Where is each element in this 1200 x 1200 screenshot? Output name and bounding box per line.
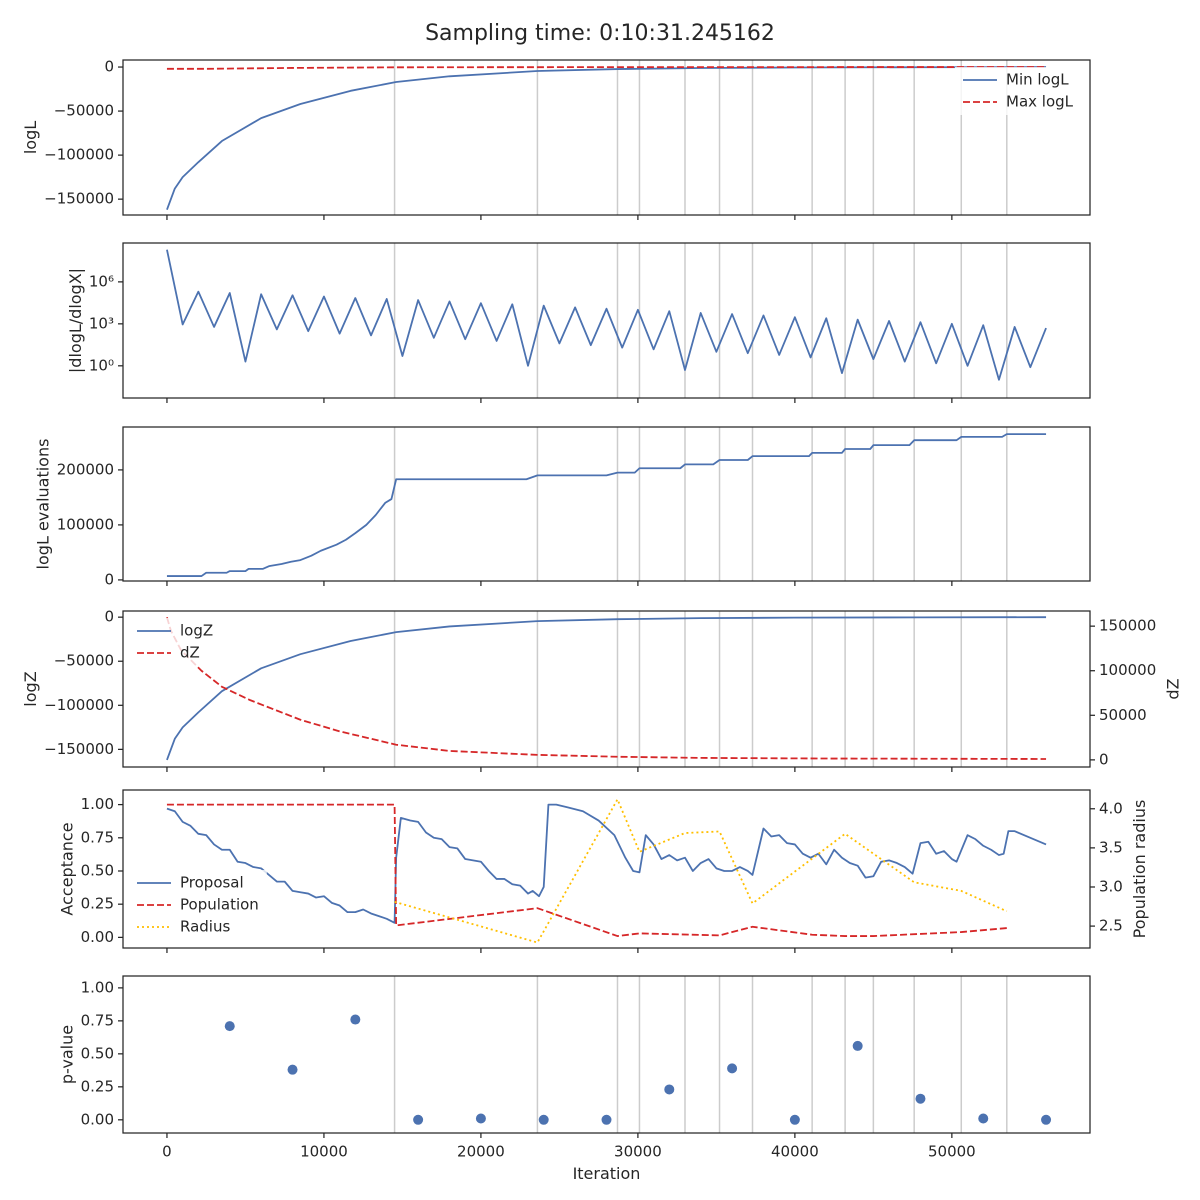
point (727, 1063, 738, 1074)
x-axis-label: Iteration (573, 1164, 641, 1183)
legend-box (955, 67, 1082, 115)
y-tick-label: 0.25 (81, 1077, 114, 1095)
y-tick-label: 0 (104, 608, 114, 626)
point (1041, 1114, 1052, 1125)
y-tick-label: −50000 (54, 652, 114, 670)
y-tick-label: 0 (104, 570, 114, 588)
subplot: 0 −50000 −100000 −150000 logL Min logL Max log… (21, 58, 1091, 220)
y2-tick-label: 150000 (1099, 617, 1156, 635)
axes-frame (122, 789, 1091, 949)
x-tick-label: 0 (162, 1143, 172, 1161)
series-line (166, 66, 1047, 70)
legend: logZ dZ (129, 618, 222, 666)
axes-frame (122, 975, 1091, 1134)
y-axis-label: p-value (58, 1025, 77, 1084)
y-tick-label: 1.00 (81, 795, 114, 813)
axes-frame (122, 610, 1091, 768)
x-tick-label: 50000 (928, 1143, 976, 1161)
y2-tick-label: 100000 (1099, 661, 1156, 679)
point (978, 1113, 989, 1124)
legend-label: Max logL (1006, 93, 1074, 111)
y-tick-label: 0.75 (81, 828, 114, 846)
legend-label: Radius (180, 918, 230, 936)
y-tick-label: 10⁶ (89, 272, 114, 290)
axes-frame (122, 59, 1091, 216)
y-tick-label: 0 (104, 58, 114, 76)
y-axis-label: logZ (21, 671, 40, 706)
y2-tick-label: 2.5 (1099, 917, 1123, 935)
legend-label: dZ (180, 644, 200, 662)
point (538, 1114, 549, 1125)
point (287, 1064, 298, 1075)
subplot: 10⁰ 10³ 10⁶|dlogL/dlogX| (66, 242, 1091, 403)
y-tick-label: −100000 (44, 696, 114, 714)
y2-tick-label: 3.0 (1099, 877, 1123, 895)
point (350, 1014, 361, 1025)
y-tick-label: −100000 (44, 146, 114, 164)
point (475, 1113, 486, 1124)
y-axis-label: logL (21, 121, 40, 154)
y-tick-label: −150000 (44, 190, 114, 208)
legend: Proposal Population Radius (129, 870, 267, 940)
y-tick-label: 0.00 (81, 1110, 114, 1128)
point (852, 1040, 863, 1051)
y-tick-label: 100000 (57, 515, 114, 533)
legend-box (129, 618, 222, 666)
series-line (166, 249, 1047, 381)
subplot: 0.00 0.25 0.50 0.75 1.00 p-value 0 10000 20000 30… (58, 975, 1091, 1183)
legend-label: Population (180, 896, 259, 914)
y-axis-label: logL evaluations (34, 439, 53, 570)
series-line (166, 616, 1047, 761)
series-line (166, 433, 1047, 577)
y2-tick-label: 0 (1099, 750, 1109, 768)
series-line (166, 803, 1007, 937)
series-line (166, 803, 1047, 924)
point (601, 1114, 612, 1125)
x-tick-label: 30000 (614, 1143, 662, 1161)
x-tick-label: 10000 (300, 1143, 348, 1161)
point (664, 1084, 675, 1095)
point (224, 1021, 235, 1032)
y-tick-label: 200000 (57, 460, 114, 478)
y2-tick-label: 4.0 (1099, 799, 1123, 817)
point (915, 1093, 926, 1104)
y2-axis-label: dZ (1163, 678, 1182, 699)
x-tick-label: 40000 (771, 1143, 819, 1161)
point (789, 1114, 800, 1125)
y-tick-label: −150000 (44, 740, 114, 758)
y-tick-label: 0.50 (81, 1044, 114, 1062)
y2-axis-label: Population radius (1130, 800, 1149, 939)
subplot: 0 −50000 −100000 −150000 logZ 0 50000 100000 150… (21, 608, 1182, 772)
point (413, 1114, 424, 1125)
legend-label: Min logL (1006, 71, 1069, 89)
axes-frame (122, 242, 1091, 399)
y-axis-label: |dlogL/dlogX| (66, 268, 85, 373)
figure-title: Sampling time: 0:10:31.245162 (425, 21, 775, 46)
axes-frame (122, 426, 1091, 582)
y-tick-label: 0.50 (81, 861, 114, 879)
legend-label: Proposal (180, 874, 244, 892)
x-tick-label: 20000 (457, 1143, 505, 1161)
y-axis-label: Acceptance (58, 822, 77, 915)
y-tick-label: 0.25 (81, 895, 114, 913)
y-tick-label: −50000 (54, 102, 114, 120)
legend-label: logZ (180, 622, 213, 640)
y-tick-label: 1.00 (81, 978, 114, 996)
y-tick-label: 0.00 (81, 928, 114, 946)
legend: Min logL Max logL (955, 67, 1082, 115)
y-tick-label: 10³ (89, 314, 114, 332)
y2-tick-label: 3.5 (1099, 838, 1123, 856)
y-tick-label: 10⁰ (89, 356, 114, 374)
y2-tick-label: 50000 (1099, 706, 1147, 724)
y-tick-label: 0.75 (81, 1011, 114, 1029)
